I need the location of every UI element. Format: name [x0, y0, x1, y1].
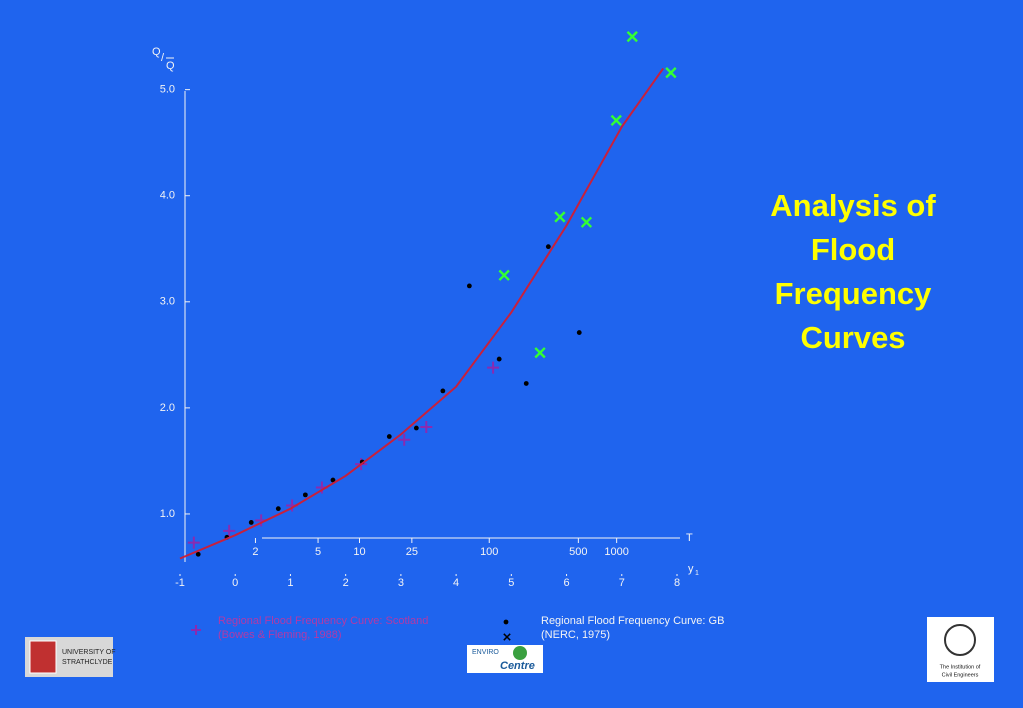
- x-tick-label: 1: [287, 577, 293, 589]
- logo-crest: [29, 640, 57, 674]
- data-point: [440, 388, 446, 394]
- y-tick-label: 4.0: [160, 190, 175, 202]
- data-point: [302, 492, 308, 498]
- data-point: [187, 536, 200, 549]
- t-axis-label: T: [686, 532, 693, 544]
- data-point: [223, 524, 236, 537]
- legend-label: Regional Flood Frequency Curve: Scotland…: [218, 615, 429, 641]
- data-point: [576, 330, 582, 335]
- data-point: [665, 67, 677, 79]
- x-axis-label: y: [688, 563, 694, 575]
- x-tick-label: 4: [453, 577, 459, 589]
- legend-label: Regional Flood Frequency Curve: GB (NERC…: [541, 615, 725, 641]
- logo-text: UNIVERSITY OF: [62, 649, 116, 656]
- logo-box: [467, 645, 543, 673]
- logo-text: The Institution of: [940, 664, 981, 670]
- data-point: [498, 269, 510, 281]
- x-tick-label: -1: [175, 577, 185, 589]
- data-point: [466, 283, 472, 289]
- data-point: [580, 216, 593, 228]
- logo-box: [927, 617, 994, 682]
- data-point: [398, 433, 411, 446]
- logo-text: Civil Engineers: [942, 672, 979, 678]
- logo-text: ENVIRO: [472, 649, 499, 656]
- legend-marker: [503, 633, 511, 641]
- x-tick-label: 8: [674, 577, 680, 589]
- x-tick-label: 5: [508, 577, 514, 589]
- logo-crest: [944, 624, 976, 656]
- t-tick-label: 5: [315, 546, 321, 558]
- y-axis-label: /: [161, 52, 165, 64]
- x-tick-label: 2: [343, 577, 349, 589]
- data-point: [275, 506, 281, 512]
- t-tick-label: 500: [569, 546, 587, 558]
- data-point: [413, 425, 419, 431]
- logo-text: STRATHCLYDE: [62, 659, 113, 666]
- data-point: [534, 347, 546, 359]
- y-axis-label: Q: [152, 46, 161, 58]
- legend-marker: [191, 625, 201, 635]
- t-tick-label: 10: [353, 546, 365, 558]
- y-axis-label: Q: [166, 60, 175, 72]
- data-point: [554, 211, 566, 223]
- t-tick-label: 2: [252, 546, 258, 558]
- t-tick-label: 100: [480, 546, 498, 558]
- fitted-curve: [179, 67, 665, 560]
- x-axis-label: 1: [695, 570, 699, 577]
- y-tick-label: 3.0: [160, 296, 175, 308]
- data-point: [330, 477, 336, 483]
- data-point: [496, 356, 502, 362]
- x-tick-label: 3: [398, 577, 404, 589]
- data-point: [545, 244, 551, 250]
- t-tick-label: 25: [406, 546, 418, 558]
- data-point: [610, 114, 622, 127]
- t-tick-label: 1000: [604, 546, 628, 558]
- data-point: [248, 520, 254, 525]
- legend-marker: [503, 619, 509, 625]
- slide-title: Analysis of Flood Frequency Curves: [770, 188, 936, 355]
- x-tick-label: 7: [619, 577, 625, 589]
- data-point: [523, 381, 529, 386]
- x-tick-label: 0: [232, 577, 238, 589]
- data-point: [420, 420, 433, 433]
- y-tick-label: 5.0: [160, 84, 175, 96]
- y-tick-label: 1.0: [160, 508, 175, 520]
- data-point: [195, 551, 201, 557]
- y-tick-label: 2.0: [160, 402, 175, 414]
- x-tick-label: 6: [563, 577, 569, 589]
- logo-text: Centre: [500, 660, 535, 672]
- logo-globe: [513, 646, 527, 660]
- data-point: [487, 361, 500, 374]
- data-point: [626, 30, 638, 43]
- data-point: [386, 434, 392, 439]
